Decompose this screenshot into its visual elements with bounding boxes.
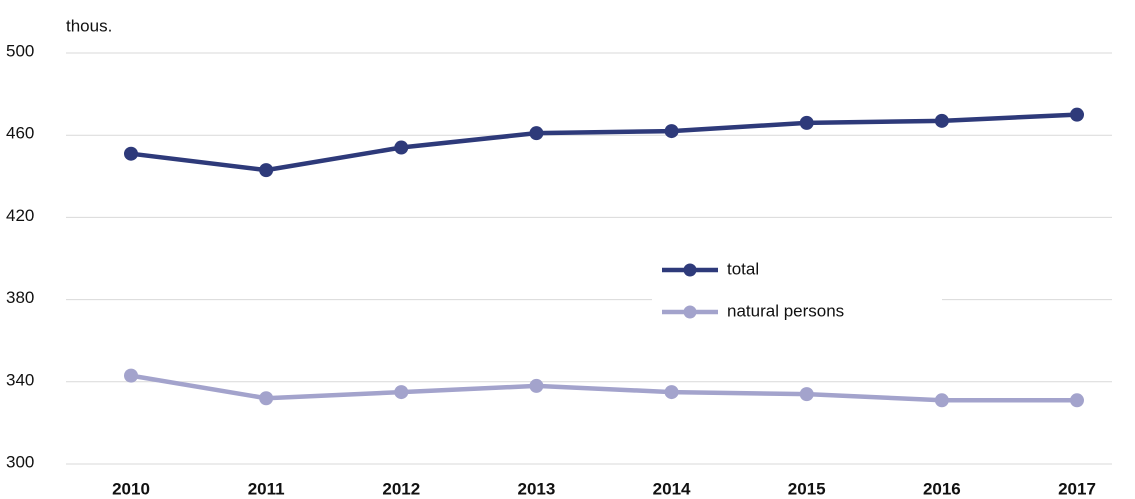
x-tick-label: 2011: [248, 479, 285, 498]
y-tick-label: 460: [6, 124, 34, 143]
point: [799, 115, 814, 130]
point: [1070, 393, 1084, 408]
legend-marker: [683, 305, 697, 319]
y-tick-label: 500: [6, 41, 34, 60]
x-tick-label: 2014: [653, 479, 691, 498]
point: [529, 126, 544, 141]
x-tick-label: 2012: [382, 479, 420, 498]
line: [130, 373, 1077, 403]
point: [529, 378, 544, 393]
point: [259, 391, 274, 406]
y-tick-label: 380: [6, 288, 34, 307]
point: [934, 393, 949, 408]
point: [124, 146, 138, 161]
y-tick-label: 340: [6, 370, 34, 389]
legend-label: total: [727, 259, 759, 278]
point: [799, 387, 814, 402]
point: [259, 163, 274, 178]
y-tick-label: 420: [6, 206, 34, 225]
point: [124, 368, 138, 383]
point: [664, 124, 679, 139]
point: [664, 385, 679, 400]
x-tick-label: 2010: [112, 479, 150, 498]
x-tick-label: 2015: [788, 479, 826, 498]
point: [934, 113, 949, 128]
line: [130, 112, 1078, 173]
y-axis-label: thous.: [66, 16, 112, 35]
x-tick-label: 2017: [1058, 479, 1096, 498]
legend-background: [652, 250, 942, 334]
legend-label: natural persons: [727, 301, 844, 320]
x-tick-label: 2016: [923, 479, 961, 498]
legend-marker: [683, 263, 697, 277]
point: [1070, 107, 1084, 122]
y-tick-label: 300: [6, 452, 34, 471]
x-tick-label: 2013: [518, 479, 556, 498]
point: [394, 385, 409, 400]
point: [394, 140, 409, 155]
